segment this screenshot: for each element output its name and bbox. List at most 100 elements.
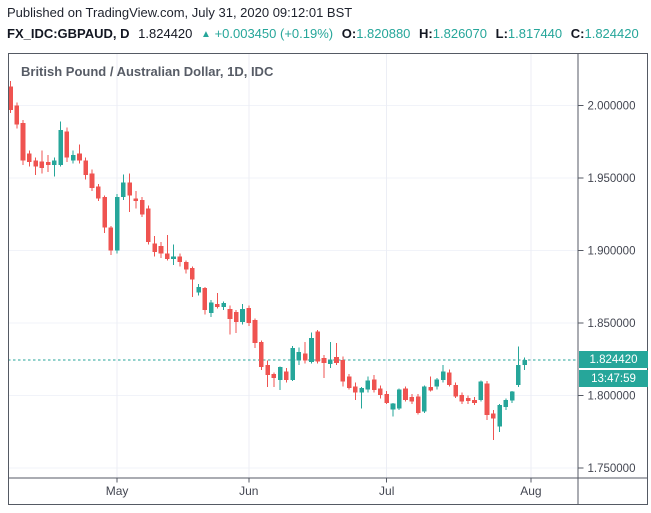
candle bbox=[378, 385, 383, 399]
candle-body bbox=[428, 387, 433, 391]
candle bbox=[509, 391, 515, 403]
candle bbox=[334, 343, 339, 366]
candles bbox=[8, 80, 527, 441]
candle bbox=[434, 378, 440, 390]
candle-body bbox=[14, 105, 20, 125]
candle bbox=[484, 381, 490, 421]
candle bbox=[403, 386, 408, 402]
time-axis-label: May bbox=[106, 484, 129, 498]
candle bbox=[440, 365, 446, 383]
candle bbox=[27, 150, 32, 167]
candle bbox=[221, 301, 226, 310]
bar-countdown-badge: 13:47:59 bbox=[579, 370, 648, 387]
candle-body bbox=[503, 399, 509, 408]
candle-body bbox=[447, 372, 452, 386]
candle-body bbox=[246, 307, 252, 323]
candle bbox=[516, 346, 521, 387]
candle-body bbox=[396, 389, 402, 409]
candle-body bbox=[164, 253, 170, 260]
candle-body bbox=[365, 380, 371, 390]
candle-body bbox=[371, 379, 377, 390]
candle-body bbox=[290, 347, 295, 380]
price-axis-label: 2.000000 bbox=[588, 101, 636, 113]
candle-body bbox=[146, 208, 151, 242]
candle bbox=[384, 391, 389, 405]
candle-body bbox=[522, 360, 527, 366]
candle bbox=[215, 292, 220, 309]
candle bbox=[14, 102, 20, 129]
candle bbox=[39, 150, 45, 174]
candle bbox=[177, 253, 183, 267]
up-arrow-icon: ▲ bbox=[201, 29, 211, 40]
candle bbox=[265, 360, 270, 387]
candle bbox=[108, 225, 114, 255]
candle-body bbox=[89, 173, 95, 189]
candle-body bbox=[215, 303, 220, 307]
candle bbox=[296, 347, 302, 366]
candle-body bbox=[152, 243, 158, 252]
high-value: 1.826070 bbox=[432, 26, 487, 41]
axis-labels: 2.000000 1.950000 1.900000 1.850000 1.800000… bbox=[106, 101, 636, 499]
candle-body bbox=[233, 311, 239, 322]
candle bbox=[390, 402, 396, 417]
candle-body bbox=[378, 388, 383, 395]
candle-body bbox=[158, 246, 164, 254]
candle bbox=[503, 398, 509, 410]
candle-body bbox=[516, 365, 521, 385]
candle bbox=[158, 241, 164, 258]
candle bbox=[453, 382, 458, 398]
candle-body bbox=[340, 359, 346, 382]
candle-body bbox=[127, 182, 132, 196]
chart-border bbox=[8, 53, 648, 505]
candlestick-chart: 2.000000 1.950000 1.900000 1.850000 1.800000… bbox=[8, 53, 648, 505]
candle-body bbox=[315, 331, 321, 362]
published-line: Published on TradingView.com, July 31, 2… bbox=[7, 5, 353, 20]
axes bbox=[8, 53, 648, 505]
time-axis-label: Jun bbox=[239, 484, 258, 498]
candle-body bbox=[83, 160, 89, 176]
candle-body bbox=[277, 366, 283, 380]
candle-body bbox=[64, 131, 70, 158]
candle bbox=[365, 376, 371, 393]
candle-body bbox=[240, 308, 245, 322]
candle-body bbox=[70, 154, 76, 161]
candle-body bbox=[114, 196, 120, 251]
price-axis-label: 1.950000 bbox=[588, 173, 636, 185]
candle bbox=[472, 396, 477, 406]
candle-body bbox=[121, 182, 126, 197]
candle bbox=[371, 375, 377, 393]
candle-body bbox=[409, 396, 415, 402]
candle bbox=[33, 157, 38, 176]
candle-body bbox=[440, 371, 446, 380]
candle bbox=[20, 120, 26, 165]
open-label: O: bbox=[341, 26, 357, 41]
candle bbox=[139, 196, 145, 218]
candle-body bbox=[196, 286, 201, 293]
candle-body bbox=[8, 86, 13, 110]
candle bbox=[428, 376, 433, 392]
candle bbox=[302, 341, 308, 364]
candle-body bbox=[171, 256, 176, 260]
price-axis-label: 1.900000 bbox=[588, 246, 636, 258]
candle-body bbox=[490, 413, 496, 419]
candle-body bbox=[296, 352, 302, 361]
candle-body bbox=[321, 357, 327, 364]
candle bbox=[309, 332, 314, 364]
candle bbox=[8, 80, 13, 113]
candle bbox=[246, 305, 252, 326]
open-value: 1.820880 bbox=[356, 26, 411, 41]
close-label: C: bbox=[570, 26, 585, 41]
candle-body bbox=[459, 394, 465, 402]
candle-body bbox=[271, 374, 277, 378]
candle bbox=[459, 392, 465, 405]
time-axis-label: Aug bbox=[520, 484, 541, 498]
candle-body bbox=[177, 256, 183, 263]
candle-body bbox=[221, 302, 226, 307]
candle-body bbox=[497, 405, 502, 427]
candle bbox=[240, 304, 245, 325]
candle bbox=[478, 380, 484, 402]
candle bbox=[409, 394, 415, 405]
high-label: H: bbox=[419, 26, 433, 41]
candle-body bbox=[415, 396, 421, 413]
candle-body bbox=[52, 160, 57, 165]
